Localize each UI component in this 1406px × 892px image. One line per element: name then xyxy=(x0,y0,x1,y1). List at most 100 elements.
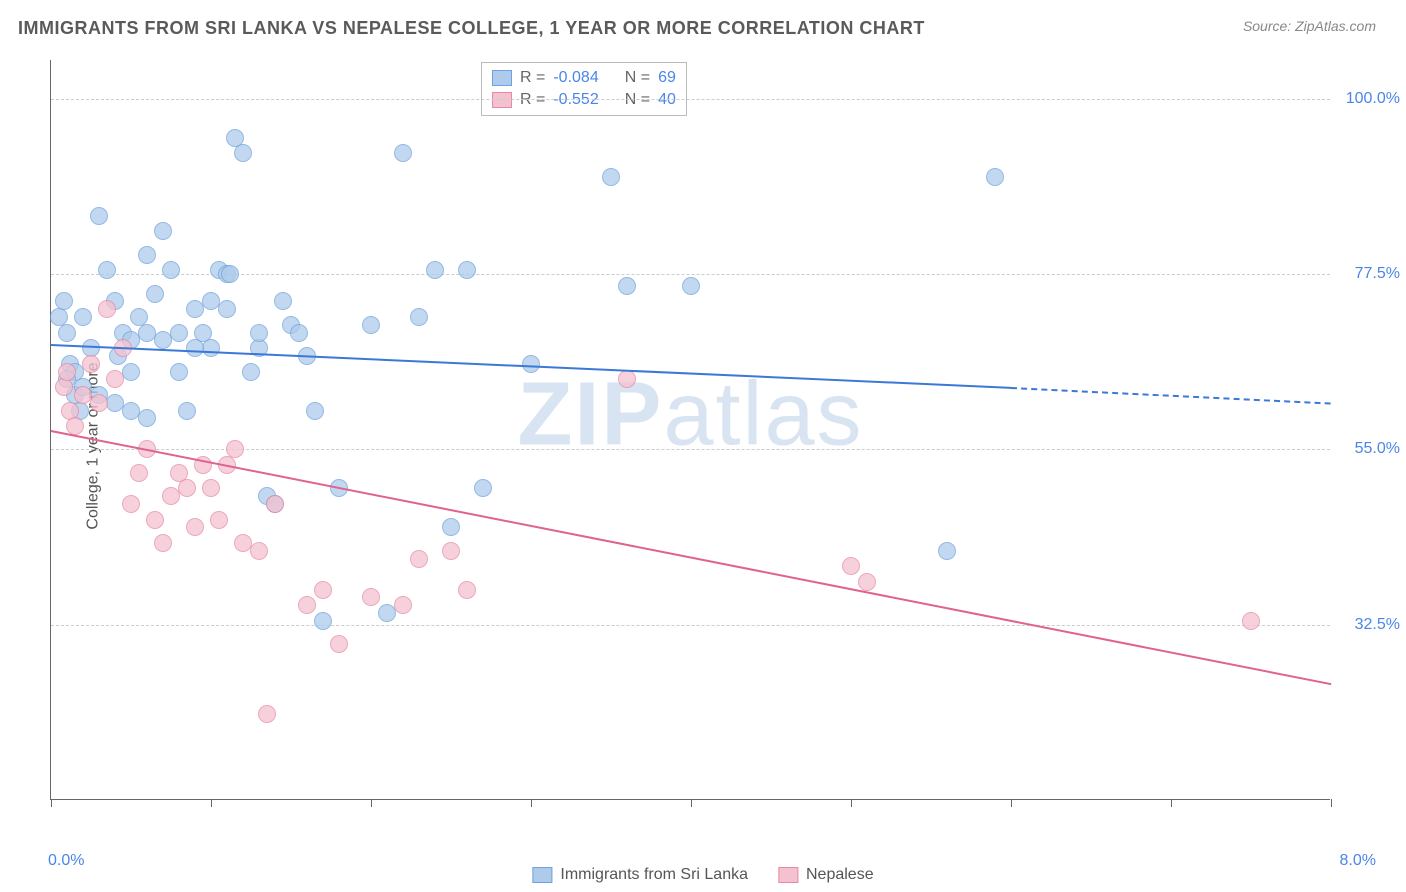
legend-swatch xyxy=(532,867,552,883)
data-point xyxy=(1242,612,1260,630)
legend-swatch xyxy=(492,92,512,108)
data-point xyxy=(682,277,700,295)
data-point xyxy=(858,573,876,591)
stats-r-label: R = xyxy=(520,67,545,89)
stats-r-label: R = xyxy=(520,89,545,111)
stats-r-value: -0.552 xyxy=(553,89,598,111)
trend-line xyxy=(51,344,1011,389)
data-point xyxy=(522,355,540,373)
stats-row: R = -0.084 N = 69 xyxy=(492,67,676,89)
data-point xyxy=(98,300,116,318)
data-point xyxy=(362,588,380,606)
plot-area: ZIPatlas R =-0.084N =69R =-0.552N =40 32… xyxy=(50,60,1330,800)
y-tick-label: 77.5% xyxy=(1340,265,1400,283)
data-point xyxy=(186,518,204,536)
y-tick-label: 55.0% xyxy=(1340,440,1400,458)
data-point xyxy=(178,479,196,497)
data-point xyxy=(410,308,428,326)
legend-label: Nepalese xyxy=(806,866,874,884)
data-point xyxy=(106,394,124,412)
data-point xyxy=(330,635,348,653)
legend-item: Immigrants from Sri Lanka xyxy=(532,866,748,884)
data-point xyxy=(90,394,108,412)
stats-legend: R = -0.084 N = 69 R = -0.552 N = 40 xyxy=(481,62,687,116)
data-point xyxy=(186,339,204,357)
y-tick-label: 32.5% xyxy=(1340,616,1400,634)
x-tick xyxy=(851,799,852,807)
data-point xyxy=(458,261,476,279)
x-tick xyxy=(691,799,692,807)
grid-line xyxy=(51,99,1330,100)
data-point xyxy=(274,292,292,310)
data-point xyxy=(218,300,236,318)
stats-n-label: N = xyxy=(625,67,650,89)
stats-row: R = -0.552 N = 40 xyxy=(492,89,676,111)
data-point xyxy=(202,339,220,357)
data-point xyxy=(242,363,260,381)
data-point xyxy=(210,511,228,529)
data-point xyxy=(314,581,332,599)
stats-n-value: 40 xyxy=(658,89,676,111)
data-point xyxy=(106,370,124,388)
data-point xyxy=(458,581,476,599)
data-point xyxy=(290,324,308,342)
x-tick xyxy=(1171,799,1172,807)
x-tick xyxy=(531,799,532,807)
data-point xyxy=(90,207,108,225)
data-point xyxy=(298,596,316,614)
data-point xyxy=(146,511,164,529)
chart-title: IMMIGRANTS FROM SRI LANKA VS NEPALESE CO… xyxy=(18,18,925,39)
legend-swatch xyxy=(492,70,512,86)
data-point xyxy=(170,363,188,381)
data-point xyxy=(986,168,1004,186)
data-point xyxy=(58,363,76,381)
x-end-label: 8.0% xyxy=(1340,852,1376,870)
data-point xyxy=(258,705,276,723)
data-point xyxy=(154,222,172,240)
data-point xyxy=(58,324,76,342)
x-tick xyxy=(371,799,372,807)
grid-line xyxy=(51,625,1330,626)
stats-n-value: 69 xyxy=(658,67,676,89)
data-point xyxy=(426,261,444,279)
data-point xyxy=(82,355,100,373)
data-point xyxy=(130,464,148,482)
data-point xyxy=(146,285,164,303)
data-point xyxy=(122,495,140,513)
data-point xyxy=(250,324,268,342)
data-point xyxy=(170,324,188,342)
data-point xyxy=(122,363,140,381)
stats-n-label: N = xyxy=(625,89,650,111)
data-point xyxy=(221,265,239,283)
bottom-legend: Immigrants from Sri Lanka Nepalese xyxy=(532,866,873,884)
source-label: Source: ZipAtlas.com xyxy=(1243,18,1376,34)
data-point xyxy=(394,596,412,614)
x-tick xyxy=(211,799,212,807)
data-point xyxy=(618,277,636,295)
stats-r-value: -0.084 xyxy=(553,67,598,89)
data-point xyxy=(362,316,380,334)
data-point xyxy=(178,402,196,420)
grid-line xyxy=(51,274,1330,275)
data-point xyxy=(162,261,180,279)
data-point xyxy=(250,542,268,560)
data-point xyxy=(618,370,636,388)
trend-line-dashed xyxy=(1011,387,1331,405)
data-point xyxy=(138,409,156,427)
legend-label: Immigrants from Sri Lanka xyxy=(560,866,748,884)
data-point xyxy=(154,534,172,552)
data-point xyxy=(306,402,324,420)
x-start-label: 0.0% xyxy=(48,852,84,870)
data-point xyxy=(442,542,460,560)
data-point xyxy=(202,479,220,497)
data-point xyxy=(98,261,116,279)
y-tick-label: 100.0% xyxy=(1340,90,1400,108)
data-point xyxy=(442,518,460,536)
data-point xyxy=(74,308,92,326)
data-point xyxy=(938,542,956,560)
data-point xyxy=(474,479,492,497)
legend-item: Nepalese xyxy=(778,866,874,884)
data-point xyxy=(314,612,332,630)
data-point xyxy=(602,168,620,186)
data-point xyxy=(266,495,284,513)
